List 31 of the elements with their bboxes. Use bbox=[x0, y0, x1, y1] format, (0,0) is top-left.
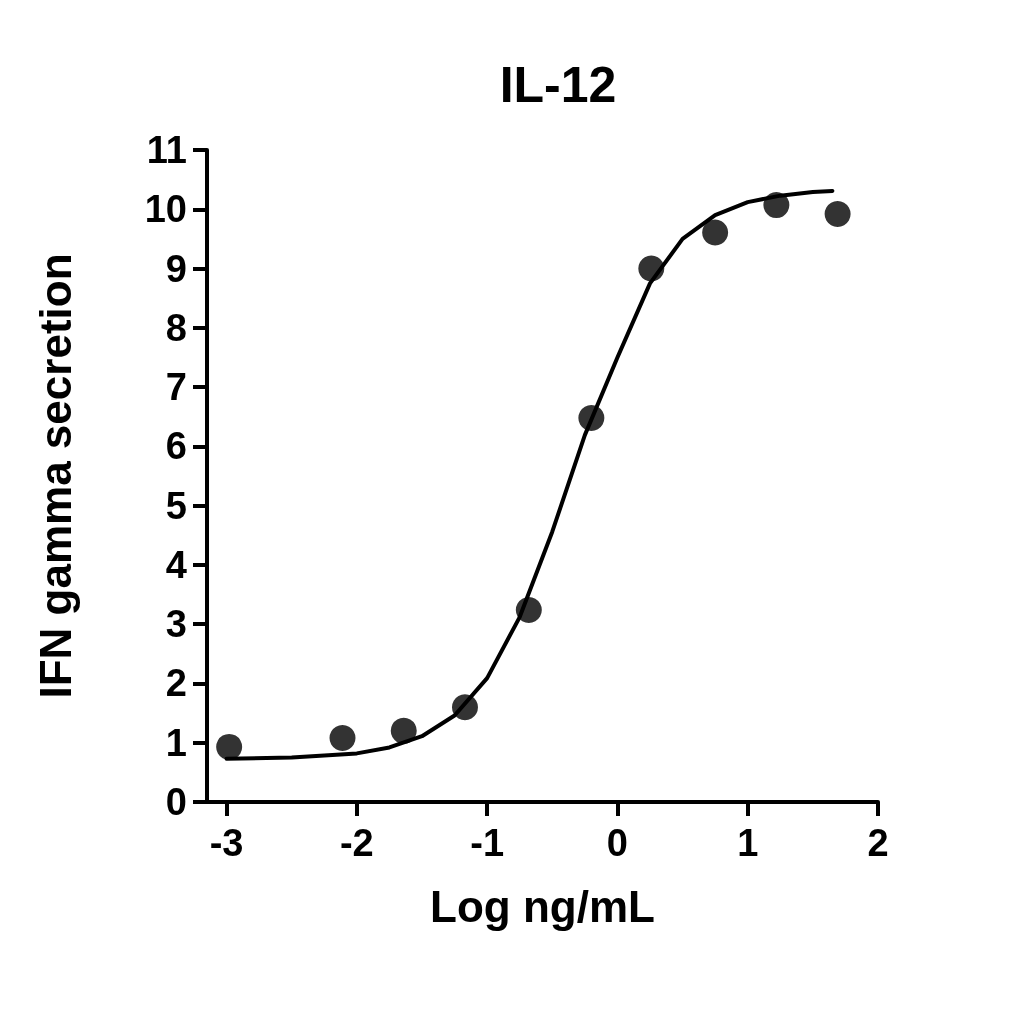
y-tick-label: 0 bbox=[165, 781, 187, 823]
y-tick-label: 9 bbox=[165, 247, 187, 290]
point bbox=[638, 255, 665, 282]
point bbox=[329, 724, 356, 751]
y-axis-title: IFN gamma secretion bbox=[30, 253, 80, 699]
point bbox=[763, 192, 790, 219]
y-tick-label: 6 bbox=[165, 425, 187, 468]
x-tick-label: -1 bbox=[470, 822, 505, 864]
y-tick-label: 3 bbox=[165, 603, 187, 646]
point bbox=[702, 219, 729, 246]
y-tick-label: 1 bbox=[165, 721, 187, 764]
point bbox=[452, 694, 478, 721]
y-tick-label: 2 bbox=[165, 662, 187, 705]
point bbox=[216, 733, 243, 760]
x-tick-label: 1 bbox=[737, 822, 759, 864]
point bbox=[515, 596, 542, 623]
x-tick-label: 2 bbox=[867, 822, 889, 864]
point bbox=[390, 717, 417, 744]
y-tick-label: 7 bbox=[165, 366, 187, 409]
point bbox=[578, 404, 605, 431]
chart-title: IL-12 bbox=[499, 57, 617, 113]
y-tick-label: 5 bbox=[165, 484, 187, 527]
x-tick-label: 0 bbox=[606, 822, 628, 864]
y-tick-label: 11 bbox=[146, 129, 187, 171]
point bbox=[824, 201, 851, 228]
y-tick-label: 8 bbox=[165, 306, 187, 349]
y-tick-label: 10 bbox=[144, 188, 187, 231]
x-axis-title: Log ng/mL bbox=[430, 881, 655, 931]
x-tick-label: -2 bbox=[339, 822, 374, 864]
y-tick-label: 4 bbox=[165, 543, 187, 586]
x-tick-label: -3 bbox=[209, 822, 244, 864]
